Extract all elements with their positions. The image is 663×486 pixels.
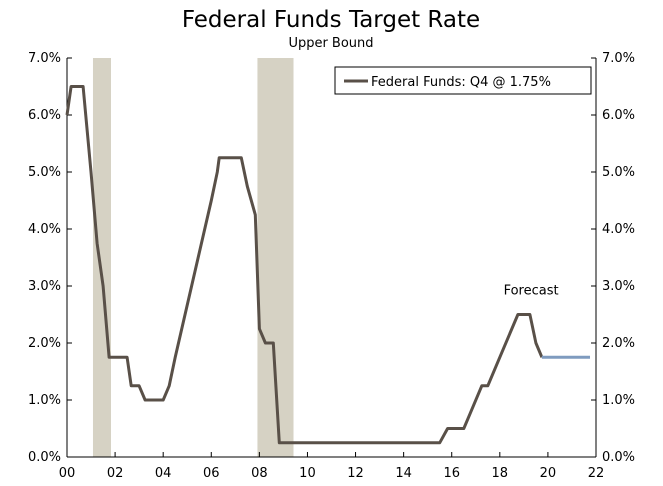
x-tick-label-10: 20	[540, 466, 557, 481]
axes	[66, 57, 597, 458]
chart-title: Federal Funds Target Rate	[182, 7, 480, 33]
recession-band-0	[92, 58, 112, 457]
x-tick-label-7: 14	[395, 466, 412, 481]
chart-subtitle: Upper Bound	[288, 36, 373, 51]
x-tick-label-1: 02	[107, 466, 124, 481]
x-tick-label-9: 18	[492, 466, 509, 481]
y-tick-right-label-4: 4.0%	[602, 222, 635, 237]
series-lines	[65, 85, 590, 445]
legend-label: Federal Funds: Q4 @ 1.75%	[371, 75, 551, 90]
x-tick-label-11: 22	[588, 466, 605, 481]
x-tick-label-6: 12	[347, 466, 364, 481]
legend: Federal Funds: Q4 @ 1.75%	[334, 66, 592, 95]
federal-funds-line	[65, 85, 544, 445]
y-tick-right-label-2: 2.0%	[602, 336, 635, 351]
y-tick-left-label-2: 2.0%	[28, 336, 61, 351]
y-tick-left-label-5: 5.0%	[28, 165, 61, 180]
x-tick-label-2: 04	[155, 466, 172, 481]
x-tick-label-8: 16	[443, 466, 460, 481]
y-tick-right-label-6: 6.0%	[602, 108, 635, 123]
y-tick-left-label-7: 7.0%	[28, 51, 61, 66]
y-tick-left-label-3: 3.0%	[28, 279, 61, 294]
x-tick-label-5: 10	[299, 466, 316, 481]
y-tick-right-label-7: 7.0%	[602, 51, 635, 66]
x-tick-label-4: 08	[251, 466, 268, 481]
legend-box	[334, 66, 592, 95]
y-tick-right-label-3: 3.0%	[602, 279, 635, 294]
y-tick-left-label-4: 4.0%	[28, 222, 61, 237]
y-tick-right-label-0: 0.0%	[602, 450, 635, 465]
y-tick-left-label-1: 1.0%	[28, 393, 61, 408]
tick-labels: 0.0% 1.0% 2.0% 3.0% 4.0% 5.0% 6.0% 7.0% 0.0% 1.0%…	[28, 51, 635, 481]
x-tick-label-0: 00	[59, 466, 76, 481]
recession-shading	[92, 58, 294, 457]
y-tick-right-label-5: 5.0%	[602, 165, 635, 180]
forecast-annotation: Forecast	[504, 284, 559, 299]
y-tick-right-label-1: 1.0%	[602, 393, 635, 408]
y-tick-left-label-6: 6.0%	[28, 108, 61, 123]
x-tick-label-3: 06	[203, 466, 220, 481]
y-tick-left-label-0: 0.0%	[28, 450, 61, 465]
